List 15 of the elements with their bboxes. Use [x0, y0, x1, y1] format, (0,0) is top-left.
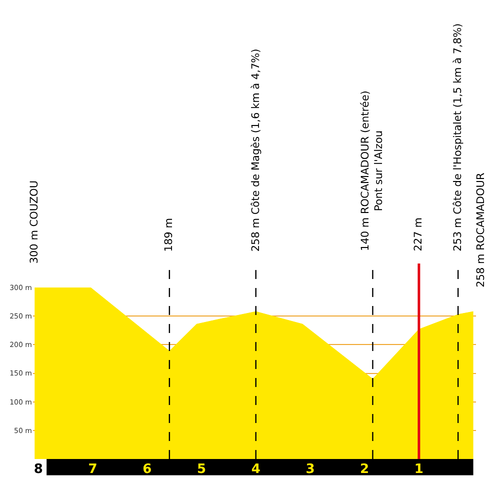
x-tick-label: 3	[306, 462, 315, 477]
x-tick-label: 2	[360, 462, 370, 477]
ref-line-label: 140 m ROCAMADOUR (entrée) Pont sur l'Alzou	[359, 90, 386, 251]
x-tick-label: 4	[251, 462, 260, 477]
ref-line-label: 227 m	[412, 218, 425, 252]
x-tick-label: 7	[88, 462, 98, 477]
ref-line-label: 258 m Côte de Magès (1,6 km à 4,7%)	[250, 48, 262, 252]
annotation: 300 m COUZOU	[28, 180, 41, 264]
x-tick-label: 5	[196, 462, 206, 477]
x-tick-label: 1	[414, 462, 424, 477]
x-tick-label: 8	[34, 462, 43, 477]
x-tick-label: 6	[142, 462, 152, 477]
ref-line-label: 253 m Côte de l'Hospitalet (1,5 km à 7,8%)	[452, 23, 464, 252]
annotation: 258 m ROCAMADOUR	[475, 172, 488, 288]
ref-line-label: 189 m	[163, 218, 176, 252]
